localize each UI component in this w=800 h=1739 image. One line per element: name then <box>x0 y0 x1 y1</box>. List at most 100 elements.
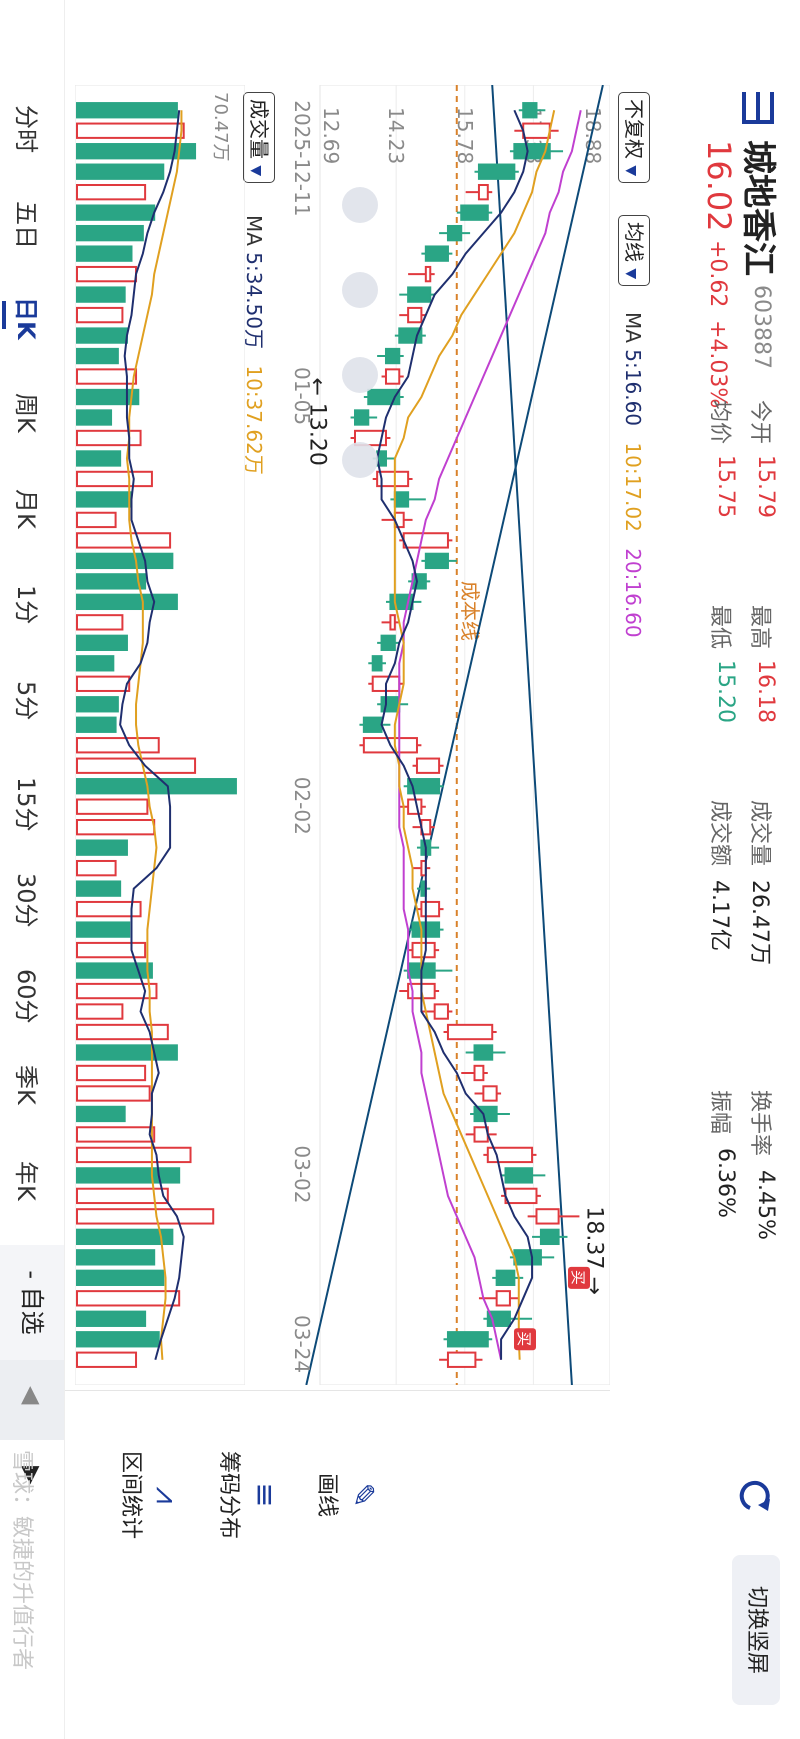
adjust-dropdown[interactable]: 不复权 ▼ <box>618 92 650 184</box>
volume-bar <box>76 737 160 754</box>
volume-bar <box>76 859 117 877</box>
tab-3[interactable]: 周K <box>12 393 40 433</box>
volume-bar <box>76 491 133 508</box>
side-tools-list: ✎ 画线 ≡ 筹码分布 ⩘ 区间统计 <box>100 1395 400 1605</box>
volume-bar <box>76 1126 156 1143</box>
candle-body <box>477 184 489 201</box>
volume-bar <box>76 204 156 221</box>
open-value: 15.79 <box>753 455 778 518</box>
volume-bar <box>76 1331 160 1348</box>
side-tool-interval-stats[interactable]: ⩘ 区间统计 <box>117 1395 184 1595</box>
tab-7[interactable]: 15分 <box>12 777 40 832</box>
candle-body <box>513 1249 542 1266</box>
scroll-up-button[interactable]: ◀ <box>0 1360 64 1440</box>
header: 城地香江 603887 16.02 +0.62 +4.03% 今开 15.79 … <box>660 0 800 1739</box>
tab-11[interactable]: 年K <box>12 1161 40 1201</box>
volume-bar <box>76 1208 215 1225</box>
tab-0[interactable]: 分时 <box>12 105 40 153</box>
volume-bar <box>76 1105 126 1123</box>
volume-bar <box>76 982 158 1000</box>
amount-label: 成交额 <box>707 800 732 867</box>
dropdown-arrow-icon: ▼ <box>248 165 264 177</box>
switch-portrait-button[interactable]: 切换竖屏 <box>732 1555 780 1705</box>
candle-body <box>424 245 449 262</box>
vol-ma5-value: 5:34.50万 <box>242 252 266 350</box>
tab-5[interactable]: 1分 <box>12 585 40 625</box>
volume-bar <box>76 655 115 672</box>
volume-bar <box>76 1044 178 1061</box>
adjust-label: 不复权 <box>622 99 646 159</box>
side-tool-chip-distribution[interactable]: ≡ 筹码分布 <box>215 1395 282 1595</box>
tab-9[interactable]: 60分 <box>12 969 40 1024</box>
amplitude-value: 6.36% <box>713 1148 738 1218</box>
candle-body <box>380 634 396 651</box>
amplitude-label: 振幅 <box>707 1090 732 1135</box>
volume-bar <box>76 614 124 631</box>
candle-body <box>522 122 551 139</box>
stock-name: 城地香江 <box>738 140 778 276</box>
volume-bar <box>76 1310 147 1327</box>
ma10-line <box>393 110 556 1360</box>
volume-bar <box>76 184 147 201</box>
buy-badge-label: 买 <box>515 1331 533 1346</box>
buy-badge <box>514 1328 536 1351</box>
candle-body <box>411 941 436 959</box>
volume-bar <box>76 245 133 262</box>
pan-control-icon <box>342 187 378 223</box>
volume-bar <box>76 819 156 836</box>
candle-body <box>384 347 401 365</box>
volume-bar <box>76 675 131 692</box>
candle-body <box>354 429 387 447</box>
price-change-pct: +4.03% <box>705 320 730 409</box>
candle-body <box>482 1085 498 1102</box>
candle-body <box>446 1023 494 1041</box>
volume-bar <box>76 1269 165 1286</box>
volume-bar <box>76 102 178 119</box>
tab-6[interactable]: 5分 <box>12 681 40 721</box>
candle-body <box>495 1269 516 1286</box>
side-tool-label: 区间统计 <box>118 1450 143 1539</box>
candle-body <box>389 614 396 631</box>
candle-body <box>504 1187 538 1205</box>
low-annotation: ← 13.20 <box>305 378 330 466</box>
date-tick-label: 2025-12-11 <box>290 100 314 217</box>
volume-bar <box>76 1187 169 1205</box>
open-label: 今开 <box>747 400 772 445</box>
watermark: 雪球：敏捷的升值行者 <box>9 1450 34 1671</box>
side-tool-draw-line[interactable]: ✎ 画线 <box>313 1395 380 1595</box>
dropdown-arrow-icon: ▼ <box>623 165 639 177</box>
ma-dropdown[interactable]: 均线 ▼ <box>618 215 650 287</box>
menu-icon[interactable] <box>738 90 778 130</box>
watchlist-button[interactable]: - 自选 <box>0 1245 64 1360</box>
volume-dropdown[interactable]: 成交量 ▼ <box>243 92 275 184</box>
refresh-icon[interactable] <box>734 1475 774 1515</box>
volume-bar <box>76 757 197 774</box>
vol-ma10-value: 10:37.62万 <box>242 365 266 475</box>
volume-bar <box>76 798 149 815</box>
tab-4[interactable]: 月K <box>12 489 40 529</box>
tab-10[interactable]: 季K <box>12 1065 40 1105</box>
side-tool-label: 画线 <box>314 1472 339 1517</box>
volume-bar <box>76 552 174 570</box>
volume-label: 成交量 <box>247 99 271 159</box>
candle-body <box>362 716 383 733</box>
date-tick-label: 01-05 <box>290 367 314 426</box>
ma-prefix: MA <box>621 312 645 343</box>
draw-line-icon: ✎ <box>345 1482 380 1508</box>
tab-8[interactable]: 30分 <box>12 873 40 928</box>
volume-bar <box>76 921 131 938</box>
candle-body <box>424 265 432 283</box>
vol-ma-prefix: MA <box>242 215 266 246</box>
tab-1[interactable]: 五日 <box>12 201 40 249</box>
volume-value: 26.47万 <box>747 880 772 965</box>
volume-chart[interactable] <box>75 85 245 1385</box>
tab-2[interactable]: 日K <box>12 297 40 340</box>
ma20-value: 20:16.60 <box>621 548 645 638</box>
price-tick-label: 18.88 <box>581 107 605 164</box>
chip-distribution-icon: ≡ <box>247 1482 282 1508</box>
ma-label: 均线 <box>622 222 646 262</box>
candle-body <box>407 286 432 303</box>
volume-bar <box>76 347 119 365</box>
